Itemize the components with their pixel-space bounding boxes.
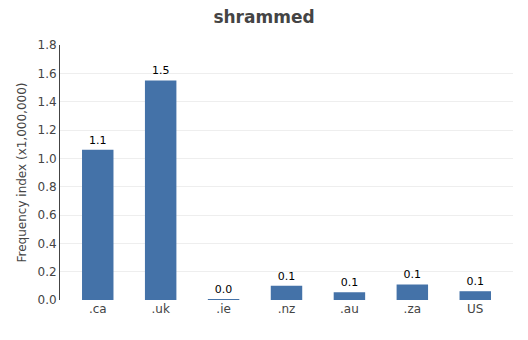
svg-text:0.0: 0.0: [215, 283, 233, 296]
svg-text:0.4: 0.4: [38, 237, 57, 251]
svg-text:1.0: 1.0: [38, 152, 57, 166]
svg-text:1.5: 1.5: [152, 64, 170, 77]
svg-text:.uk: .uk: [151, 302, 169, 316]
svg-text:shrammed: shrammed: [213, 7, 314, 27]
svg-text:0.1: 0.1: [341, 276, 359, 289]
svg-text:.au: .au: [340, 302, 359, 316]
svg-text:.ie: .ie: [216, 302, 231, 316]
svg-text:0.1: 0.1: [404, 268, 422, 281]
svg-text:.za: .za: [404, 302, 421, 316]
svg-text:1.1: 1.1: [89, 134, 107, 147]
svg-text:0.0: 0.0: [38, 293, 57, 307]
svg-text:0.2: 0.2: [38, 265, 57, 279]
svg-text:0.8: 0.8: [38, 180, 57, 194]
svg-text:0.1: 0.1: [278, 270, 296, 283]
svg-text:1.6: 1.6: [38, 67, 57, 81]
svg-text:0.6: 0.6: [38, 208, 57, 222]
svg-text:.nz: .nz: [278, 302, 296, 316]
svg-text:1.4: 1.4: [38, 95, 57, 109]
svg-text:Frequency index (x1,000,000): Frequency index (x1,000,000): [15, 83, 29, 263]
svg-text:US: US: [467, 302, 483, 316]
svg-text:0.1: 0.1: [467, 275, 485, 288]
svg-text:1.8: 1.8: [38, 38, 57, 52]
svg-text:.ca: .ca: [89, 302, 107, 316]
svg-text:1.2: 1.2: [38, 123, 57, 137]
